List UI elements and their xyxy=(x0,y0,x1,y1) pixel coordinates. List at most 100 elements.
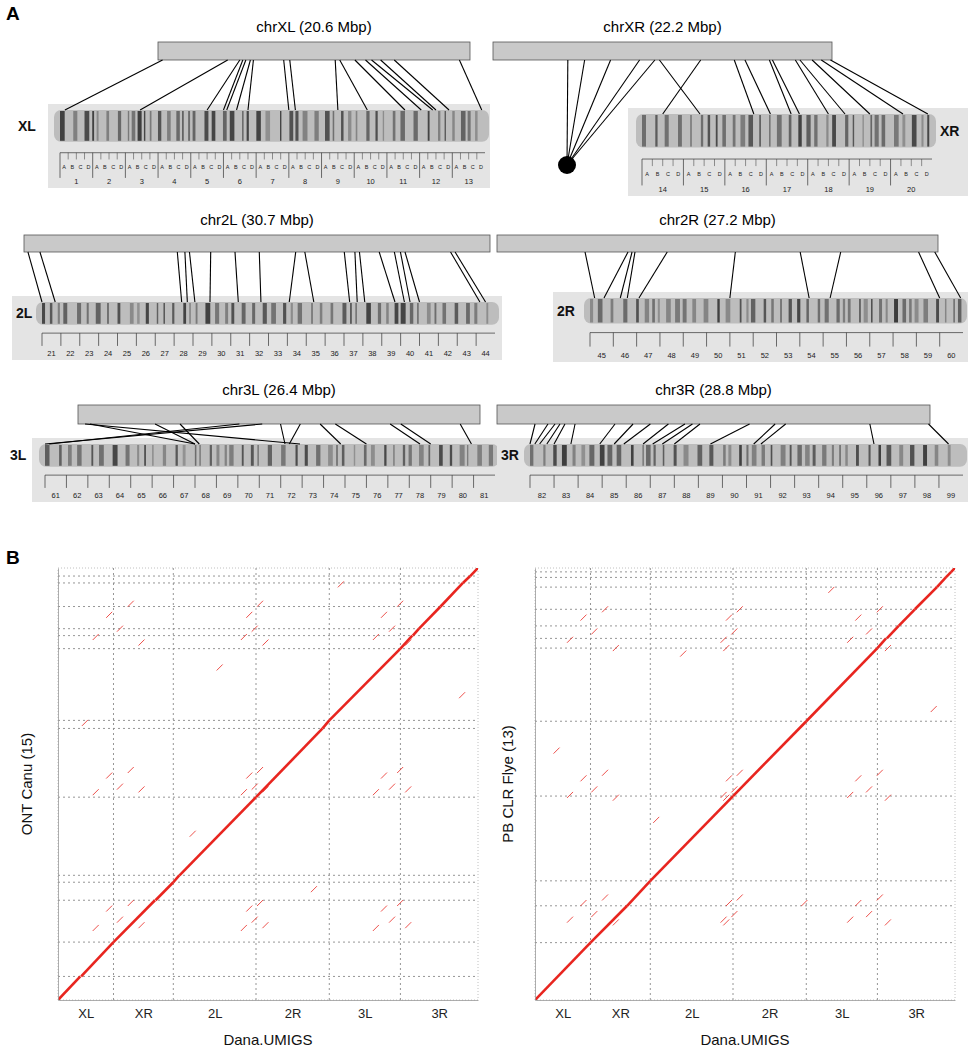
marker-link xyxy=(571,424,575,444)
alignment-segment xyxy=(887,626,899,638)
band xyxy=(709,445,713,466)
subdivision-tick xyxy=(673,159,674,166)
subdivision-letter: C xyxy=(144,164,148,170)
band xyxy=(864,299,868,323)
match-point xyxy=(252,626,258,632)
match-point xyxy=(128,900,134,906)
band xyxy=(894,115,899,147)
marker-link xyxy=(800,60,845,114)
division-number: 97 xyxy=(899,491,907,500)
marker-link xyxy=(663,60,701,114)
ruler-tick xyxy=(823,333,824,347)
ruler-tick xyxy=(916,333,917,347)
band xyxy=(690,115,692,147)
match-point xyxy=(737,770,743,776)
ruler-tick xyxy=(386,153,387,178)
subdivision-tick xyxy=(797,159,798,166)
band xyxy=(882,115,886,147)
marker-link xyxy=(530,424,535,444)
match-point xyxy=(591,628,597,634)
band xyxy=(439,445,443,466)
photo-background xyxy=(553,292,968,362)
subdivision-tick xyxy=(704,159,705,166)
subdivision-tick xyxy=(117,153,118,160)
chromosome-body xyxy=(36,302,499,325)
ruler-tick xyxy=(193,333,194,346)
band xyxy=(58,303,60,324)
grid-line-x xyxy=(400,568,401,1000)
band xyxy=(401,303,406,324)
band xyxy=(428,111,430,141)
subdivision-tick xyxy=(109,153,110,160)
ruler-tick xyxy=(939,333,940,347)
division-number: 65 xyxy=(137,491,145,500)
marker-link xyxy=(710,424,749,444)
band xyxy=(138,111,142,141)
ruler-tick xyxy=(590,333,591,347)
ruler-tick xyxy=(366,475,367,488)
chromosome-bands xyxy=(590,299,961,323)
x-tick-label: 3L xyxy=(358,1006,372,1021)
band xyxy=(99,445,104,466)
band xyxy=(646,445,651,466)
ruler-tick xyxy=(776,333,777,347)
band xyxy=(251,445,254,466)
band xyxy=(355,303,357,324)
band xyxy=(814,115,817,147)
band xyxy=(636,299,639,323)
band xyxy=(225,445,227,466)
division-number: 20 xyxy=(907,185,915,194)
marker-link xyxy=(585,252,595,298)
ruler-tick xyxy=(152,475,153,488)
band xyxy=(356,111,358,141)
division-number: 92 xyxy=(778,491,786,500)
band xyxy=(183,303,186,324)
band xyxy=(642,115,646,147)
ruler-tick xyxy=(362,333,363,346)
subdivision-letter: A xyxy=(62,164,66,170)
band xyxy=(144,445,146,466)
band xyxy=(708,115,710,147)
band xyxy=(790,445,792,466)
alignment-segment xyxy=(899,609,915,626)
subdivision-letter: A xyxy=(894,171,898,177)
band xyxy=(746,299,748,323)
grid-line-x xyxy=(650,568,651,1000)
chromosome-arm: 8283848586878889909192939495969798993Rch… xyxy=(497,381,968,502)
ruler-tick xyxy=(87,475,88,488)
chromocenter-link xyxy=(566,60,568,165)
match-point xyxy=(877,894,883,900)
alignment-segment xyxy=(951,568,955,572)
match-point xyxy=(106,773,112,779)
marker-link xyxy=(639,252,667,298)
marker-link xyxy=(928,424,948,444)
band xyxy=(777,115,782,147)
band xyxy=(212,111,216,141)
band xyxy=(879,299,882,323)
grid-line-y xyxy=(58,582,478,583)
band xyxy=(280,111,281,141)
division-number: 7 xyxy=(270,177,274,186)
x-axis-title: Dana.UMIGS xyxy=(223,1031,312,1048)
grid-line-y xyxy=(58,882,478,883)
subdivision-tick xyxy=(297,153,298,160)
marker-link xyxy=(643,424,668,444)
ruler-tick xyxy=(476,333,477,346)
ruler-tick xyxy=(387,475,388,488)
x-tick: 3R xyxy=(908,1000,925,1021)
band xyxy=(428,445,430,466)
match-point xyxy=(866,628,872,634)
division-number: 21 xyxy=(47,349,55,358)
arm-label: 2L xyxy=(16,305,33,321)
photo-background xyxy=(628,108,968,196)
match-point xyxy=(139,922,145,928)
division-number: 75 xyxy=(352,491,360,500)
division-number: 15 xyxy=(700,185,708,194)
alignment-segment xyxy=(81,942,113,976)
division-number: 31 xyxy=(236,349,244,358)
grid-line-y xyxy=(58,635,478,636)
ruler-tick xyxy=(173,475,174,488)
subdivision-tick xyxy=(378,153,379,160)
band xyxy=(225,303,228,324)
subdivision-letter: D xyxy=(185,164,189,170)
